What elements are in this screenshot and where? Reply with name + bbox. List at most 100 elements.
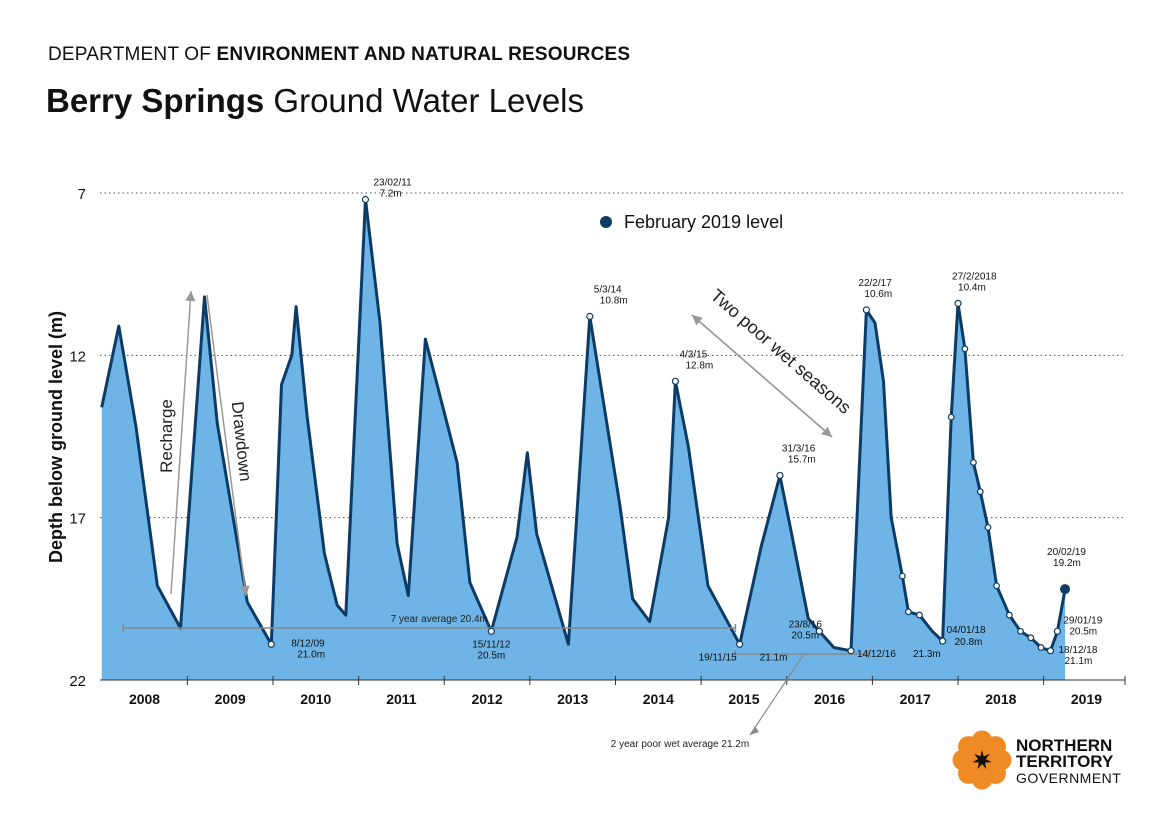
annotation-marker — [1046, 647, 1055, 655]
ytick-label-22: 22 — [69, 673, 86, 690]
department-heading: DEPARTMENT OF ENVIRONMENT AND NATURAL RE… — [48, 44, 630, 66]
nt-government-logo: NORTHERN TERRITORY GOVERNMENT — [950, 728, 1150, 798]
annotation-marker — [671, 377, 680, 385]
data-marker — [947, 413, 955, 421]
flower-emblem-icon — [952, 730, 1012, 790]
annotation-value: 20.5m — [1069, 626, 1097, 637]
annotation-value: 20.5m — [477, 650, 505, 661]
recharge-arrow — [170, 290, 192, 595]
annotation-value: 21.1m — [1065, 656, 1093, 667]
flower-petal — [984, 736, 1006, 758]
xtick-label-2015: 2015 — [728, 691, 759, 707]
annotation-date: 8/12/09 — [291, 638, 325, 649]
page-title: Berry Springs Ground Water Levels — [46, 82, 584, 120]
annotation-marker — [847, 647, 855, 655]
y-axis-label: Depth below ground level (m) — [46, 311, 66, 563]
xtick-label-2019: 2019 — [1071, 691, 1102, 707]
markers-layer — [267, 195, 1071, 655]
annotation-value: 7.2m — [379, 188, 401, 199]
data-marker — [970, 459, 977, 466]
legend-label: February 2019 level — [624, 212, 783, 232]
recharge-label: Recharge — [157, 399, 176, 473]
logo-line2: TERRITORY — [1016, 752, 1114, 771]
annotation-value: 15.7m — [788, 454, 816, 465]
data-marker — [1027, 634, 1035, 642]
annotation-value: 21.0m — [297, 649, 325, 660]
title-bold: Berry Springs — [46, 82, 265, 119]
legend-marker — [600, 216, 612, 228]
annotation-value: 20.8m — [955, 637, 983, 648]
data-marker — [984, 524, 992, 531]
data-marker — [1037, 644, 1045, 651]
annotation-date: 22/2/17 — [858, 278, 892, 289]
annotation-date: 15/11/12 — [472, 639, 511, 650]
logo-line3: GOVERNMENT — [1016, 770, 1122, 786]
two-year-average-label: 2 year poor wet average 21.2m — [611, 739, 749, 750]
data-marker — [1005, 611, 1013, 619]
xtick-label-2012: 2012 — [471, 691, 502, 707]
two-year-average-pointer — [749, 653, 805, 736]
xtick-label-2013: 2013 — [557, 691, 588, 707]
data-marker — [961, 345, 969, 353]
seven-year-average-label: 7 year average 20.4m — [391, 614, 488, 625]
annotation-marker — [862, 306, 870, 314]
xtick-label-2014: 2014 — [643, 691, 674, 707]
annotation-date: 04/01/18 — [947, 625, 986, 636]
annotation-value: 20.5m — [791, 630, 819, 641]
annotation-value: 21.1m — [760, 652, 788, 663]
annotation-marker — [736, 640, 744, 648]
water-level-area — [101, 199, 1066, 680]
annotation-value: 10.4m — [958, 282, 986, 293]
two-poor-arrow-down — [691, 314, 833, 438]
annotation-date: 27/2/2018 — [952, 271, 997, 282]
drawdown-label: Drawdown — [228, 400, 255, 482]
flower-star — [972, 750, 992, 769]
two-poor-wet-seasons-label: Two poor wet seasons — [707, 285, 855, 418]
data-marker — [976, 488, 984, 496]
data-marker — [916, 611, 923, 619]
february-2019-point — [1060, 584, 1071, 595]
data-marker — [993, 582, 1000, 590]
drawdown-arrow — [206, 294, 247, 597]
annotation-date: 5/3/14 — [594, 284, 622, 295]
xtick-label-2018: 2018 — [985, 691, 1016, 707]
annotation-date: 19/11/15 — [699, 652, 738, 663]
annotation-marker — [361, 195, 370, 204]
annotation-value: 21.3m — [913, 649, 941, 660]
two-poor-arrow-down-head — [821, 426, 832, 437]
annotation-date: 29/01/19 — [1063, 615, 1102, 626]
annotation-date: 23/8/16 — [789, 619, 823, 630]
annotation-value: 10.6m — [864, 289, 892, 300]
xtick-label-2016: 2016 — [814, 691, 845, 707]
dept-prefix: DEPARTMENT OF — [48, 44, 212, 65]
drawdown-arrow-head — [239, 585, 250, 596]
xtick-label-2009: 2009 — [215, 691, 246, 707]
annotation-marker — [586, 312, 594, 320]
two-year-average-pointer-head — [750, 726, 759, 735]
data-marker — [1017, 627, 1024, 635]
annotation-marker — [1053, 627, 1061, 635]
annotation-date: 20/02/19 — [1047, 547, 1086, 558]
annotation-date: 31/3/16 — [782, 443, 816, 454]
logo-line1: NORTHERN — [1016, 736, 1113, 755]
xtick-label-2010: 2010 — [300, 691, 331, 707]
annotation-marker — [487, 627, 495, 635]
axes: 7 12 17 22 2008 2009 2010 2011 2012 2013 2014 2015 2… — [46, 186, 1126, 707]
annotation-marker — [815, 627, 823, 635]
xtick-label-2017: 2017 — [900, 691, 931, 707]
data-marker — [904, 608, 912, 616]
annotation-value: 10.8m — [600, 295, 628, 306]
xtick-label-2008: 2008 — [129, 691, 160, 707]
annotation-marker — [776, 471, 784, 480]
annotation-marker — [954, 299, 962, 307]
ytick-label-7: 7 — [78, 186, 86, 203]
annotation-date: 18/12/18 — [1059, 645, 1098, 656]
dept-name: ENVIRONMENT AND NATURAL RESOURCES — [216, 44, 631, 65]
title-rest: Ground Water Levels — [273, 82, 585, 119]
xtick-label-2011: 2011 — [386, 691, 417, 707]
ytick-label-17: 17 — [69, 511, 86, 528]
annotation-value: 12.8m — [685, 360, 713, 371]
data-marker — [898, 572, 906, 580]
annotation-marker — [939, 637, 947, 645]
